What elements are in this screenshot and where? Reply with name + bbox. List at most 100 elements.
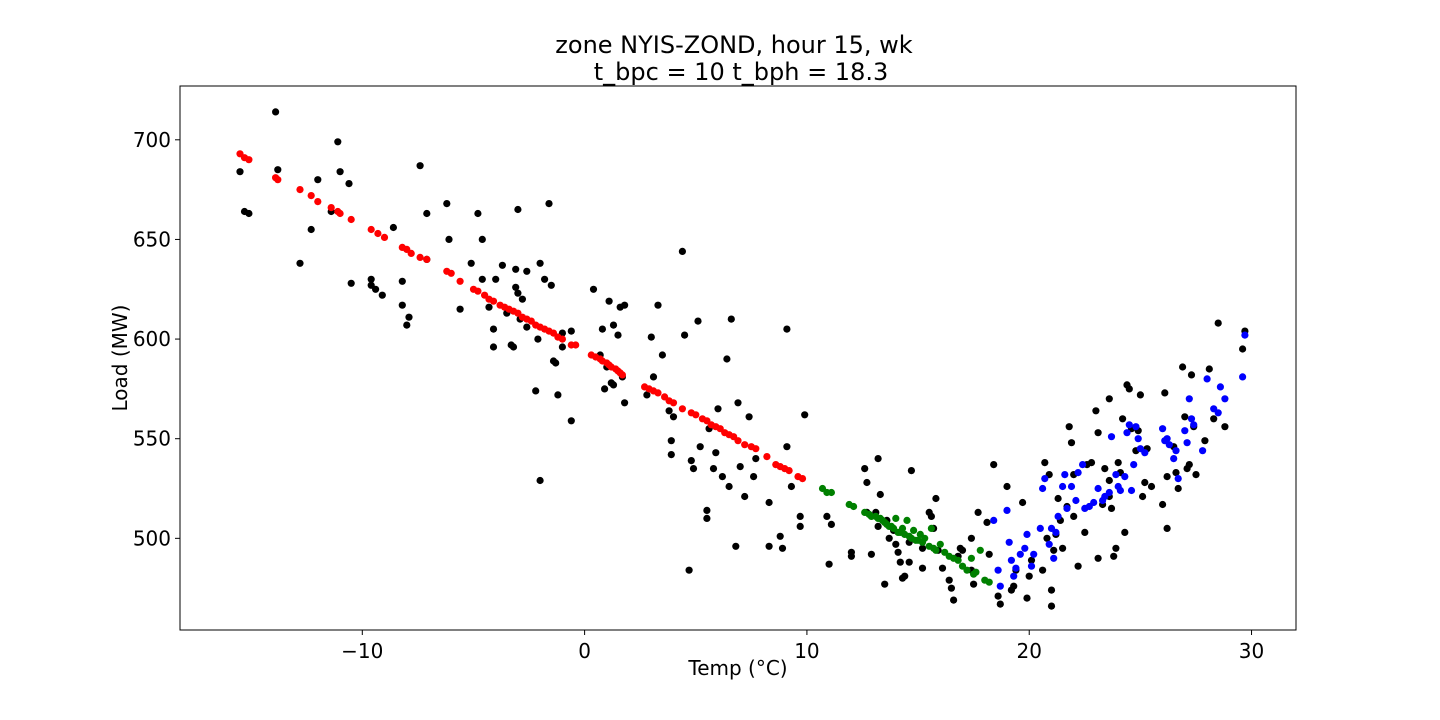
data-point-s0-29 bbox=[474, 209, 482, 218]
data-point-s0-19 bbox=[398, 301, 406, 309]
data-point-s0-53 bbox=[545, 200, 553, 208]
data-point-s0-13 bbox=[367, 275, 375, 283]
data-point-s0-79 bbox=[654, 301, 662, 309]
data-point-s0-43 bbox=[514, 289, 522, 297]
data-point-s3-31 bbox=[1094, 484, 1102, 493]
data-point-s0-23 bbox=[423, 209, 431, 218]
data-point-s3-11 bbox=[1027, 562, 1036, 570]
data-point-s3-35 bbox=[1107, 433, 1116, 441]
data-point-s0-129 bbox=[874, 455, 882, 463]
data-point-s0-190 bbox=[1070, 512, 1078, 521]
data-point-s0-125 bbox=[863, 478, 871, 487]
data-point-s0-102 bbox=[732, 542, 740, 550]
data-point-s1-17 bbox=[407, 249, 415, 257]
data-point-s0-56 bbox=[552, 359, 560, 367]
data-point-s0-141 bbox=[905, 558, 913, 566]
data-point-s0-77 bbox=[647, 333, 655, 341]
data-point-s0-222 bbox=[1163, 524, 1171, 533]
data-point-s0-70 bbox=[609, 381, 618, 389]
data-point-s0-35 bbox=[492, 275, 500, 283]
data-point-s2-45 bbox=[976, 546, 984, 554]
x-axis-ticks: −10 0 10 20 30 bbox=[341, 630, 1264, 663]
data-point-s0-104 bbox=[736, 463, 744, 471]
data-point-s3-40 bbox=[1123, 429, 1131, 437]
data-point-s0-173 bbox=[1025, 572, 1033, 580]
data-point-s0-191 bbox=[1074, 562, 1082, 570]
data-point-s0-15 bbox=[372, 285, 380, 293]
data-point-s1-12 bbox=[367, 225, 375, 234]
data-point-s2-34 bbox=[932, 546, 940, 554]
data-point-s0-179 bbox=[1047, 602, 1056, 610]
data-point-s3-7 bbox=[1012, 564, 1020, 572]
data-point-s0-137 bbox=[894, 548, 902, 556]
data-point-s1-65 bbox=[692, 411, 700, 419]
data-point-s0-216 bbox=[1139, 492, 1147, 501]
data-point-s0-99 bbox=[723, 355, 731, 363]
data-point-s1-42 bbox=[558, 335, 567, 343]
data-point-s0-92 bbox=[703, 506, 711, 514]
data-point-s3-43 bbox=[1130, 461, 1138, 469]
data-point-s0-233 bbox=[1192, 471, 1200, 479]
data-point-s0-112 bbox=[778, 544, 787, 552]
data-point-s3-36 bbox=[1112, 471, 1120, 479]
data-point-s0-131 bbox=[876, 490, 884, 499]
data-point-s2-42 bbox=[967, 554, 976, 562]
data-point-s2-2 bbox=[827, 488, 836, 497]
data-point-s0-106 bbox=[745, 413, 753, 421]
data-point-s1-84 bbox=[798, 475, 807, 483]
data-point-s0-130 bbox=[874, 522, 882, 531]
data-point-s0-234 bbox=[1201, 437, 1209, 445]
data-point-s0-127 bbox=[867, 550, 876, 558]
data-point-s3-9 bbox=[1021, 544, 1029, 552]
data-point-s2-25 bbox=[910, 526, 918, 535]
data-point-s1-6 bbox=[307, 192, 315, 200]
data-point-s0-85 bbox=[681, 331, 689, 339]
data-point-s3-30 bbox=[1090, 498, 1098, 507]
data-point-s0-103 bbox=[734, 399, 742, 407]
data-point-s0-220 bbox=[1159, 500, 1167, 509]
data-point-s0-31 bbox=[478, 275, 486, 283]
data-point-s0-228 bbox=[1181, 413, 1189, 421]
y-tick-label: 650 bbox=[133, 227, 171, 251]
data-point-s2-22 bbox=[903, 516, 911, 525]
data-point-s0-163 bbox=[985, 550, 993, 558]
data-point-s3-23 bbox=[1063, 504, 1071, 512]
data-point-s3-5 bbox=[1007, 556, 1016, 564]
data-point-s3-41 bbox=[1125, 421, 1133, 429]
data-point-s3-44 bbox=[1132, 423, 1140, 431]
chart-subtitle: t_bpc = 10 t_bph = 18.3 bbox=[594, 58, 889, 86]
data-point-s0-11 bbox=[345, 180, 353, 188]
data-point-s0-143 bbox=[907, 467, 916, 475]
data-point-s3-54 bbox=[1174, 475, 1182, 483]
data-point-s1-19 bbox=[423, 255, 431, 263]
data-point-s0-95 bbox=[709, 465, 718, 473]
data-point-s0-65 bbox=[601, 385, 609, 393]
data-point-s0-177 bbox=[1043, 534, 1051, 542]
data-point-s3-8 bbox=[1016, 550, 1024, 558]
data-point-s0-164 bbox=[990, 461, 998, 469]
data-point-s3-15 bbox=[1041, 475, 1049, 483]
data-point-s0-98 bbox=[718, 473, 727, 481]
data-point-s0-89 bbox=[689, 465, 698, 473]
data-point-s3-3 bbox=[1003, 506, 1011, 514]
data-point-s0-67 bbox=[605, 297, 613, 305]
data-point-s0-46 bbox=[523, 267, 531, 275]
data-point-s0-90 bbox=[694, 317, 702, 325]
data-point-s1-2 bbox=[245, 156, 253, 164]
data-point-s0-151 bbox=[938, 564, 947, 572]
data-point-s0-204 bbox=[1110, 552, 1118, 560]
data-point-s0-32 bbox=[485, 303, 493, 311]
data-point-s1-7 bbox=[314, 198, 322, 206]
data-point-s0-231 bbox=[1187, 371, 1196, 379]
data-point-s2-39 bbox=[954, 556, 962, 564]
data-point-s3-61 bbox=[1203, 375, 1211, 383]
data-point-s3-12 bbox=[1030, 550, 1038, 558]
data-point-s0-17 bbox=[389, 223, 397, 232]
data-point-s1-18 bbox=[416, 253, 424, 261]
data-point-s0-185 bbox=[1059, 544, 1067, 552]
data-point-s0-194 bbox=[1087, 459, 1096, 467]
data-point-s3-45 bbox=[1134, 435, 1142, 443]
data-point-s0-16 bbox=[378, 291, 386, 299]
x-tick-label: −10 bbox=[341, 639, 383, 663]
data-point-s0-230 bbox=[1185, 461, 1193, 469]
